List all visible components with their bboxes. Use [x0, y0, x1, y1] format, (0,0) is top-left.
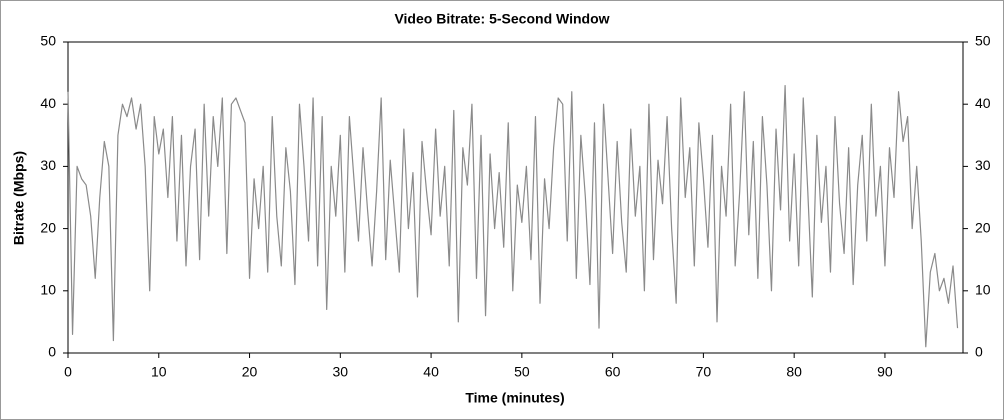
y2-tick-label: 10: [975, 282, 991, 298]
y-axis-label: Bitrate (Mbps): [11, 151, 27, 245]
y2-tick-label: 20: [975, 219, 991, 235]
chart-title: Video Bitrate: 5-Second Window: [394, 11, 609, 27]
y-tick-label: 40: [40, 95, 56, 111]
bitrate-line: [67, 84, 959, 348]
x-tick-label: 90: [877, 364, 893, 380]
x-tick-label: 50: [514, 364, 530, 380]
y-tick-label: 10: [40, 282, 56, 298]
y2-tick-label: 40: [975, 95, 991, 111]
y2-tick-label: 0: [975, 344, 983, 360]
y2-tick-label: 30: [975, 157, 991, 173]
x-tick-label: 80: [786, 364, 802, 380]
y-tick-label: 20: [40, 219, 56, 235]
x-tick-label: 60: [605, 364, 621, 380]
plot-area: [67, 41, 964, 354]
x-axis-label: Time (minutes): [465, 390, 564, 406]
y-tick-label: 0: [48, 344, 56, 360]
y2-tick-label: 50: [975, 33, 991, 49]
y-tick-label: 30: [40, 157, 56, 173]
x-tick-label: 20: [242, 364, 258, 380]
x-tick-label: 40: [423, 364, 439, 380]
x-tick-label: 30: [333, 364, 349, 380]
x-tick-label: 70: [696, 364, 712, 380]
x-tick-label: 0: [64, 364, 72, 380]
y-tick-label: 50: [40, 33, 56, 49]
x-tick-label: 10: [151, 364, 167, 380]
